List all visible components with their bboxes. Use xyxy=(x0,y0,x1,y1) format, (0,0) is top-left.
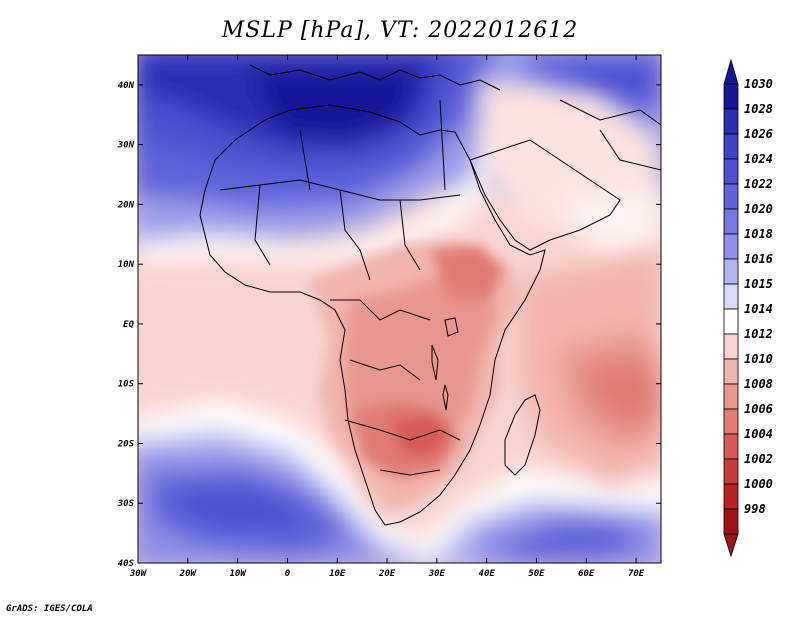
colorbar-swatch xyxy=(723,358,739,385)
colorbar-swatch xyxy=(723,308,739,335)
x-tick-label: 20E xyxy=(378,569,396,579)
y-axis: 40N 30N 20N 10N EQ 10S 20S 30S 40S xyxy=(117,81,661,569)
colorbar: 1030 1028 1026 1024 1022 1020 1018 1016 1015 1014… xyxy=(723,58,773,558)
colorbar-label: 1022 xyxy=(744,177,773,191)
x-tick-label: 70E xyxy=(628,569,645,579)
colorbar-label: 1008 xyxy=(744,377,773,391)
colorbar-label: 1002 xyxy=(744,452,773,466)
colorbar-swatch xyxy=(723,433,739,460)
colorbar-label: 1010 xyxy=(744,352,773,366)
colorbar-swatch xyxy=(723,508,739,535)
x-axis: 30W 20W 10W 0 10E 20E 30E 40E 50E 60E 70E xyxy=(129,55,645,579)
x-tick-label: 30W xyxy=(129,569,148,579)
colorbar-label: 1000 xyxy=(744,477,773,491)
y-tick-label: 30S xyxy=(117,499,135,509)
colorbar-swatch xyxy=(723,408,739,435)
colorbar-swatch xyxy=(723,333,739,360)
x-tick-label: 10W xyxy=(229,569,247,579)
colorbar-swatch xyxy=(723,458,739,485)
x-tick-label: 50E xyxy=(528,569,545,579)
colorbar-swatch xyxy=(723,383,739,410)
credit-text: GrADS: IGES/COLA xyxy=(6,604,93,614)
pressure-field xyxy=(138,55,661,563)
colorbar-swatch xyxy=(723,233,739,260)
colorbar-swatch xyxy=(723,183,739,210)
colorbar-arrow-top xyxy=(723,58,739,85)
colorbar-swatch xyxy=(723,158,739,185)
x-tick-label: 0 xyxy=(285,569,291,579)
colorbar-label: 1015 xyxy=(744,277,773,291)
colorbar-label: 1004 xyxy=(744,427,773,441)
colorbar-label: 1006 xyxy=(744,402,773,416)
colorbar-swatch xyxy=(723,483,739,510)
colorbar-label: 1024 xyxy=(744,152,773,166)
x-tick-label: 40E xyxy=(479,569,496,579)
y-tick-label: 20N xyxy=(117,200,135,210)
colorbar-label: 1016 xyxy=(744,252,773,266)
colorbar-label: 1018 xyxy=(744,227,773,241)
map-frame xyxy=(137,54,662,564)
colorbar-label: 998 xyxy=(744,502,766,516)
colorbar-swatch xyxy=(723,258,739,285)
colorbar-label: 1020 xyxy=(744,202,773,216)
colorbar-arrow-bottom xyxy=(723,533,739,558)
x-tick-label: 30E xyxy=(428,569,446,579)
colorbar-label: 1026 xyxy=(744,127,773,141)
x-tick-label: 60E xyxy=(578,569,595,579)
colorbar-label: 1030 xyxy=(744,77,773,91)
colorbar-swatch xyxy=(723,208,739,235)
y-tick-label: 20S xyxy=(117,439,135,449)
y-tick-label: 40S xyxy=(118,559,135,569)
colorbar-swatch xyxy=(723,133,739,160)
colorbar-swatch xyxy=(723,108,739,135)
colorbar-swatch xyxy=(723,83,739,110)
colorbar-label: 1028 xyxy=(744,102,773,116)
y-tick-label: 40N xyxy=(118,81,135,91)
y-tick-label: 30N xyxy=(117,141,135,151)
x-tick-label: 20W xyxy=(179,569,198,579)
chart-title: MSLP [hPa], VT: 2022012612 xyxy=(221,18,579,43)
colorbar-swatch xyxy=(723,283,739,310)
colorbar-label: 1014 xyxy=(744,302,773,316)
y-tick-label: EQ xyxy=(123,320,134,330)
y-tick-label: 10S xyxy=(118,380,135,390)
x-tick-label: 10E xyxy=(329,569,346,579)
coastline xyxy=(199,64,661,526)
y-tick-label: 10N xyxy=(118,260,135,270)
colorbar-label: 1012 xyxy=(744,327,773,341)
